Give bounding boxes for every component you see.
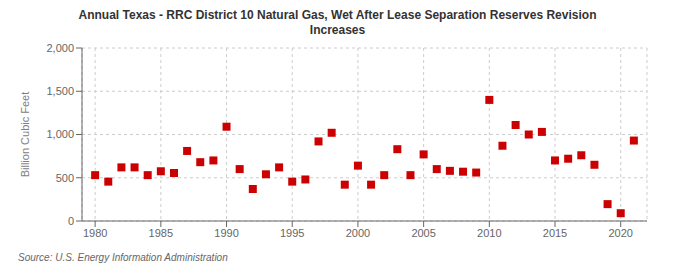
svg-text:2010: 2010	[477, 227, 501, 239]
svg-text:2,000: 2,000	[46, 42, 74, 54]
svg-text:1,000: 1,000	[46, 128, 74, 140]
svg-text:2015: 2015	[543, 227, 567, 239]
svg-text:1,500: 1,500	[46, 85, 74, 97]
svg-text:1990: 1990	[214, 227, 238, 239]
svg-text:2000: 2000	[346, 227, 370, 239]
html-text:Source: U.S. Energy Informatio: Source: U.S. Energy Information Administ…	[18, 252, 228, 263]
svg-text:2005: 2005	[411, 227, 435, 239]
svg-text:1980: 1980	[83, 227, 107, 239]
svg-text:500: 500	[56, 172, 74, 184]
html-text:Annual Texas - RRC District 10: Annual Texas - RRC District 10 Natural G…	[78, 8, 597, 22]
svg-text:0: 0	[68, 215, 74, 227]
svg-text:1985: 1985	[149, 227, 173, 239]
svg-text:1995: 1995	[280, 227, 304, 239]
svg-text:2020: 2020	[608, 227, 632, 239]
html-text:Increases: Increases	[309, 23, 366, 37]
svg-text:Billion Cubic Feet: Billion Cubic Feet	[19, 92, 31, 178]
